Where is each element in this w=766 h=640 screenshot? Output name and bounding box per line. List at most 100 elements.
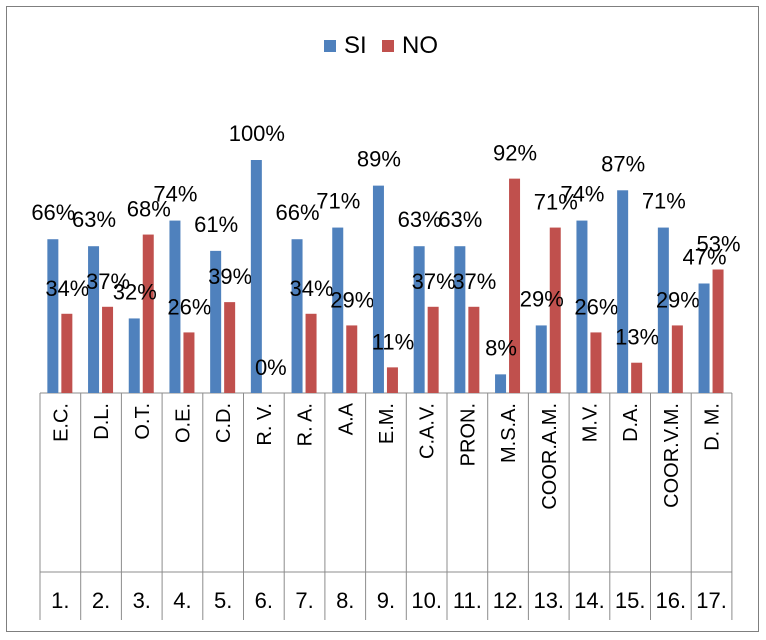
bar-no [183, 332, 195, 393]
category-label: E.M. [376, 403, 398, 444]
data-label-no: 13% [615, 325, 659, 350]
data-label-no: 29% [656, 287, 700, 312]
category-number: 17. [696, 588, 727, 613]
data-label-no: 26% [574, 294, 618, 319]
legend-item-si: SI [324, 32, 367, 60]
bar-si [698, 283, 710, 393]
category-number: 1. [51, 588, 69, 613]
legend-label-no: NO [402, 32, 438, 59]
data-label-no: 37% [452, 269, 496, 294]
category-label: COOR.V.M. [661, 403, 683, 508]
bar-no [224, 302, 236, 393]
category-label: M.S.A. [498, 403, 520, 463]
bar-no [590, 332, 602, 393]
category-number: 16. [656, 588, 687, 613]
data-label-no: 92% [493, 141, 537, 166]
category-label: O.T. [132, 403, 154, 440]
data-label-si: 63% [438, 207, 482, 232]
bar-si [332, 227, 344, 393]
bar-si [535, 325, 547, 393]
category-number: 3. [133, 588, 151, 613]
category-number: 2. [92, 588, 110, 613]
bar-si [495, 374, 507, 393]
data-label-si: 63% [72, 207, 116, 232]
category-number: 4. [173, 588, 191, 613]
data-label-no: 39% [208, 264, 252, 289]
bar-no [468, 306, 480, 393]
bar-si [47, 239, 59, 393]
bar-si [88, 246, 100, 393]
data-label-si: 47% [683, 244, 727, 269]
bar-no [427, 306, 439, 393]
data-label-no: 11% [372, 329, 414, 354]
data-label-si: 61% [194, 212, 238, 237]
data-label-no: 71% [534, 190, 578, 215]
bar-si [169, 220, 181, 393]
category-number: 5. [214, 588, 232, 613]
data-label-no: 29% [330, 287, 374, 312]
data-label-si: 32% [113, 279, 157, 304]
legend-swatch-no [382, 40, 394, 52]
category-label: R. A. [295, 403, 317, 446]
category-label: E.C. [50, 403, 72, 442]
category-label: D.L. [91, 403, 113, 440]
data-label-si: 29% [520, 286, 564, 311]
category-label: R. V. [254, 403, 276, 446]
data-label-si: 74% [560, 182, 604, 207]
category-number: 15. [615, 588, 646, 613]
data-label-no: 37% [412, 269, 456, 294]
category-label: D. M. [702, 403, 724, 451]
category-label: COOR.A.M. [539, 403, 561, 510]
data-label-si: 87% [601, 151, 645, 176]
data-label-si: 66% [276, 200, 320, 225]
bar-si [454, 246, 466, 393]
data-label-si: 71% [642, 189, 686, 214]
bar-si [291, 239, 303, 393]
data-label-si: 74% [153, 182, 197, 207]
category-number: 14. [574, 588, 605, 613]
category-label: O.E. [172, 403, 194, 443]
category-number: 7. [295, 588, 313, 613]
bar-si [617, 190, 629, 393]
data-label-no: 34% [45, 276, 89, 301]
legend-item-no: NO [382, 32, 438, 60]
category-number: 12. [493, 588, 524, 613]
legend-label-si: SI [344, 32, 367, 59]
data-label-no: 0% [255, 355, 287, 380]
category-number: 13. [533, 588, 564, 613]
bar-no [346, 325, 358, 393]
data-label-si: 63% [398, 207, 442, 232]
bar-no [305, 313, 317, 393]
category-label: D.A. [620, 403, 642, 442]
category-label: C.D. [213, 403, 235, 443]
chart-legend: SI NO [0, 32, 766, 72]
bar-si [372, 185, 384, 393]
data-label-si: 8% [485, 335, 517, 360]
bar-si [657, 227, 669, 393]
category-label: A.A [335, 402, 357, 435]
category-label: C.A.V. [417, 403, 439, 459]
bar-no [102, 306, 114, 393]
category-number: 9. [377, 588, 395, 613]
data-label-no: 53% [697, 232, 741, 257]
data-label-no: 26% [167, 294, 211, 319]
bar-si [250, 160, 262, 393]
bar-no [142, 234, 154, 393]
bar-si [128, 318, 140, 393]
category-label: PRON. [457, 403, 479, 466]
bar-no [671, 325, 683, 393]
category-number: 10. [411, 588, 442, 613]
data-label-si: 66% [31, 200, 75, 225]
category-number: 6. [255, 588, 273, 613]
category-number: 11. [453, 588, 482, 613]
bar-si [210, 250, 222, 393]
bar-no [631, 362, 643, 393]
category-label: M.V. [579, 403, 601, 442]
bar-no [61, 313, 73, 393]
bar-no [712, 269, 724, 393]
legend-swatch-si [324, 40, 336, 52]
bar-no [549, 227, 561, 393]
data-label-no: 37% [86, 269, 130, 294]
bar-no [509, 178, 521, 393]
